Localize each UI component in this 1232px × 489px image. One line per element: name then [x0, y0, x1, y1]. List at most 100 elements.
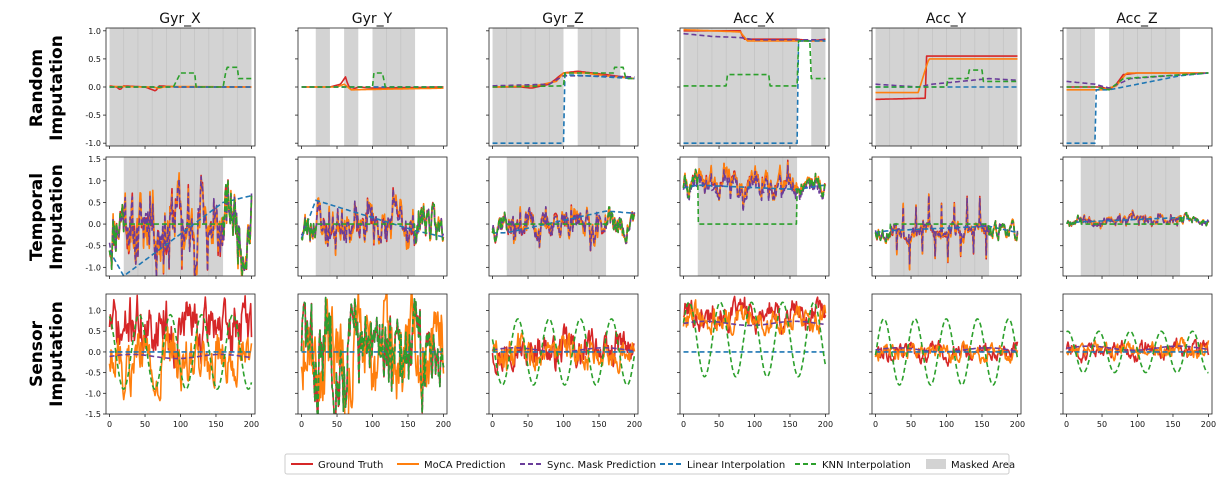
series-line-lin	[300, 199, 444, 239]
col-title-gyr-y: Gyr_Y	[352, 11, 393, 27]
series-line-lin	[492, 73, 635, 144]
masked-area-1	[811, 28, 826, 146]
xtick-label: 100	[747, 420, 762, 429]
legend-label-linear: Linear Interpolation	[687, 460, 785, 471]
series-lines	[682, 159, 827, 225]
series-line-knn	[1066, 72, 1209, 91]
series-line-gt	[108, 294, 253, 369]
xtick-label: 100	[556, 420, 571, 429]
subplot-temporal-gyr-x: -1.0 -0.5 0.0 0.5 1.0 1.5	[85, 155, 256, 279]
series-lines	[682, 295, 827, 378]
ytick-label: 1.0	[88, 177, 101, 186]
xtick-label: 200	[244, 420, 259, 429]
row-label-temporal-line1: Temporal	[27, 173, 47, 261]
series-lines	[683, 28, 826, 144]
legend: Ground Truth MoCA Prediction Sync. Mask …	[284, 453, 1015, 475]
xtick-label: 0	[681, 420, 686, 429]
xtick-label: 200	[436, 420, 451, 429]
xtick-label: 150	[974, 420, 989, 429]
xtick-label: 50	[1097, 420, 1107, 429]
subplot-sensor-acc-z: 0 50 100 150 200	[1060, 293, 1216, 429]
ytick-label: -1.0	[85, 263, 101, 272]
xtick-label: 0	[1064, 420, 1069, 429]
masked-area-0	[697, 157, 798, 276]
xtick-label: 200	[818, 420, 833, 429]
series-line-moca	[108, 326, 253, 402]
series-line-gt	[875, 55, 1018, 101]
subplot-temporal-acc-y	[869, 156, 1022, 279]
xtick-label: 50	[332, 420, 342, 429]
xtick-label: 200	[1010, 420, 1025, 429]
xtick-label: 200	[627, 420, 642, 429]
series-line-lin	[492, 210, 635, 234]
series-lines	[109, 66, 252, 92]
subplot-temporal-gyr-y	[295, 156, 448, 279]
ytick-label: -1.0	[85, 389, 101, 398]
xtick-label: 0	[873, 420, 878, 429]
series-line-moca	[301, 83, 444, 91]
ytick-label: 0.5	[88, 55, 101, 64]
legend-label-masked: Masked Area	[951, 460, 1015, 471]
series-line-knn	[1066, 211, 1210, 227]
series-lines	[108, 294, 253, 402]
series-lines	[1065, 330, 1210, 374]
subplot-random-acc-y	[869, 27, 1022, 149]
series-line-sync	[300, 188, 445, 250]
series-line-knn	[108, 313, 253, 390]
series-lines	[1066, 209, 1210, 230]
xtick-label: 0	[107, 420, 112, 429]
series-line-moca	[1066, 72, 1209, 91]
xtick-label: 100	[173, 420, 188, 429]
series-line-knn	[682, 301, 827, 378]
masked-areas	[1066, 28, 1181, 146]
ytick-label: 0.5	[88, 198, 101, 207]
legend-label-ground-truth: Ground Truth	[318, 460, 383, 471]
series-lines	[1066, 72, 1209, 144]
ytick-label: 0.5	[88, 327, 101, 336]
subplot-sensor-acc-x: 0 50 100 150 200	[677, 293, 833, 429]
series-line-sync	[492, 75, 635, 87]
masked-areas	[1080, 157, 1181, 276]
series-lines	[108, 172, 253, 276]
masked-area-1	[577, 28, 621, 146]
series-line-moca	[875, 58, 1018, 94]
series-line-knn	[683, 40, 826, 87]
masked-area-0	[1080, 157, 1181, 276]
subplot-random-acc-z	[1060, 27, 1213, 149]
series-lines	[300, 294, 445, 414]
ytick-label: -1.5	[85, 410, 101, 419]
column-titles: Gyr_X Gyr_Y Gyr_Z Acc_X Acc_Y Acc_Z	[159, 11, 1157, 27]
xtick-label: 150	[782, 420, 797, 429]
series-line-sync	[1066, 211, 1210, 229]
ytick-label: 1.0	[88, 307, 101, 316]
series-line-moca	[491, 332, 636, 375]
masked-area-0	[889, 157, 990, 276]
xtick-label: 50	[523, 420, 533, 429]
legend-label-moca: MoCA Prediction	[424, 460, 505, 471]
row-labels: Random Imputation Temporal Imputation Se…	[27, 35, 67, 407]
xtick-label: 150	[1165, 420, 1180, 429]
series-line-knn	[300, 296, 445, 414]
subplot-sensor-acc-y: 0 50 100 150 200	[869, 293, 1025, 429]
series-line-knn	[491, 206, 636, 244]
series-line-moca	[874, 340, 1019, 365]
row-label-sensor-line2: Imputation	[47, 301, 67, 407]
subplot-random-gyr-x: -1.0 -0.5 0.0 0.5 1.0	[85, 27, 256, 149]
subplot-random-acc-x	[677, 27, 830, 149]
xtick-label: 150	[400, 420, 415, 429]
series-lines	[300, 187, 445, 257]
subplot-sensor-gyr-y: 0 50 100 150 200	[295, 293, 451, 429]
col-title-acc-z: Acc_Z	[1116, 11, 1157, 27]
subplot-random-gyr-y	[295, 27, 448, 149]
col-title-acc-x: Acc_X	[733, 11, 775, 27]
legend-swatch-masked	[926, 459, 946, 469]
col-title-gyr-x: Gyr_X	[159, 11, 201, 27]
xtick-label: 100	[365, 420, 380, 429]
xtick-label: 50	[140, 420, 150, 429]
series-line-gt	[1065, 337, 1210, 364]
xtick-label: 100	[939, 420, 954, 429]
subplot-random-gyr-z	[486, 27, 639, 149]
ytick-label: -0.5	[85, 242, 101, 251]
series-line-lin	[108, 194, 252, 276]
